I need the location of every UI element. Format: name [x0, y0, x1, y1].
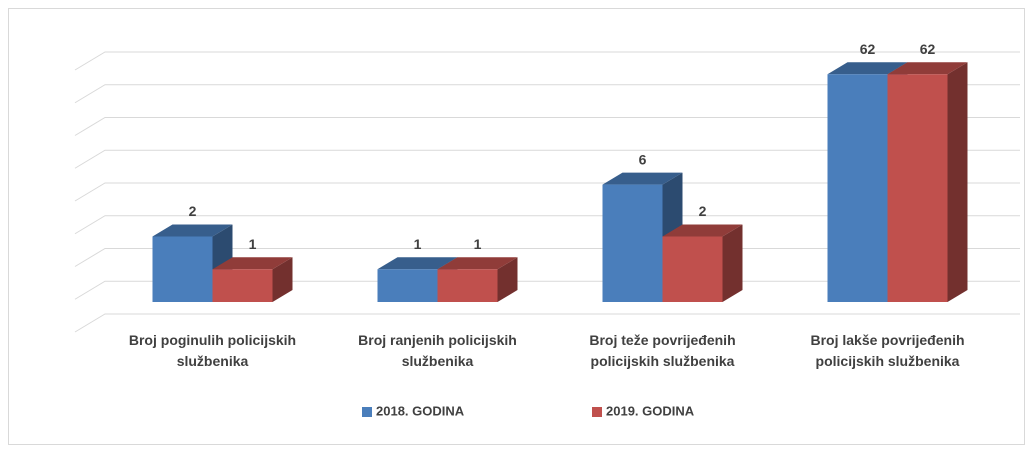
grid-line	[74, 215, 1020, 235]
bar	[662, 236, 723, 302]
bar	[827, 74, 888, 303]
bar-side	[497, 257, 518, 302]
data-label: 1	[249, 236, 257, 252]
bar-side	[272, 257, 293, 302]
data-label: 2	[189, 203, 197, 219]
grid-line	[74, 149, 1020, 169]
bar	[212, 269, 273, 302]
bar-top	[212, 257, 293, 270]
bar	[377, 269, 438, 302]
x-tick-label: Broj poginulih policijskih službenika	[128, 332, 297, 369]
x-tick-label: Broj lakše povrijeđenih policijskih služ…	[810, 332, 965, 369]
x-tick-label: Broj teže povrijeđenih policijskih služb…	[589, 332, 736, 369]
legend-swatch	[592, 407, 602, 417]
bar-top	[437, 257, 518, 270]
data-label: 2	[699, 203, 707, 219]
bar-top	[152, 224, 233, 237]
bar-top	[377, 257, 458, 270]
bar	[152, 236, 213, 302]
bar-top	[887, 62, 968, 75]
x-tick-label: Broj ranjenih policijskih službenika	[358, 332, 517, 369]
data-label: 1	[414, 236, 422, 252]
grid-line	[74, 313, 1020, 333]
legend-label: 2018. GODINA	[376, 403, 465, 418]
bar-top	[662, 224, 743, 237]
grid-line	[74, 182, 1020, 202]
data-label: 6	[639, 151, 647, 167]
grid-line	[74, 51, 1020, 71]
bar	[602, 184, 663, 302]
legend-label: 2019. GODINA	[606, 403, 695, 418]
grid-line	[74, 84, 1020, 104]
bar-side	[947, 62, 968, 303]
grid-line	[74, 117, 1020, 136]
data-label: 62	[920, 41, 936, 57]
bar-top	[602, 172, 683, 185]
data-label: 62	[860, 41, 876, 57]
data-label: 1	[474, 236, 482, 252]
legend-swatch	[362, 407, 372, 417]
bar	[437, 269, 498, 302]
bar-side	[722, 224, 743, 302]
bar	[887, 74, 948, 303]
bar-top	[827, 62, 908, 75]
